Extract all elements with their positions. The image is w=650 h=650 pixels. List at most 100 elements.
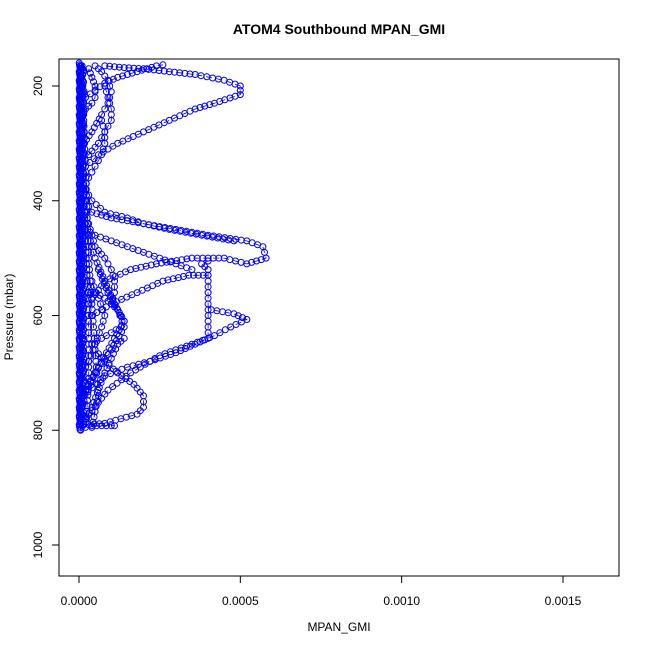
data-point (107, 422, 115, 430)
series-line (85, 260, 209, 420)
data-point (95, 420, 103, 428)
data-point (91, 340, 99, 348)
data-point (188, 266, 196, 274)
data-point (120, 64, 128, 72)
data-point (143, 65, 151, 73)
data-point (98, 134, 106, 142)
data-point (127, 266, 135, 274)
data-point (101, 254, 109, 262)
data-point (138, 66, 146, 74)
data-point (78, 369, 86, 377)
data-point (82, 94, 89, 101)
x-tick-label: 0.0005 (222, 594, 259, 608)
data-point (104, 386, 112, 394)
data-point (85, 421, 93, 428)
data-point (78, 111, 86, 119)
data-point (163, 258, 171, 266)
data-point (122, 372, 130, 380)
series-line (85, 235, 125, 391)
data-point (91, 82, 99, 90)
data-point (80, 392, 88, 400)
data-point (160, 224, 168, 232)
series-line (88, 292, 125, 345)
data-point (194, 271, 202, 279)
data-point (159, 277, 167, 285)
y-tick-label: 800 (31, 420, 45, 440)
data-point (101, 105, 109, 113)
data-point (204, 254, 212, 262)
data-point (204, 271, 212, 279)
data-point (230, 237, 238, 245)
data-point (109, 383, 117, 391)
data-point (145, 221, 153, 229)
data-point (128, 69, 136, 77)
data-point (237, 258, 245, 266)
data-point (88, 73, 96, 81)
data-point (92, 380, 100, 388)
data-point (152, 62, 160, 70)
data-point (107, 291, 115, 299)
data-point (220, 76, 228, 84)
series-line (81, 280, 106, 374)
data-point (101, 72, 109, 80)
data-point (120, 317, 128, 325)
x-tick-label: 0.0015 (545, 594, 582, 608)
data-point (169, 275, 177, 283)
data-point (113, 379, 121, 387)
data-point (92, 289, 100, 297)
data-point (159, 61, 167, 69)
data-point (180, 273, 187, 280)
data-point (188, 254, 196, 262)
data-point (86, 69, 94, 77)
data-point (94, 157, 102, 165)
data-point (104, 122, 112, 130)
data-point (191, 71, 199, 78)
data-point (216, 329, 224, 337)
data-point (226, 256, 234, 264)
data-point (196, 104, 204, 111)
plot-area (75, 59, 270, 434)
y-axis-label: Pressure (mbar) (2, 274, 16, 361)
data-point (87, 352, 95, 360)
data-point (105, 361, 113, 369)
data-point (90, 398, 98, 406)
data-point (90, 78, 97, 86)
data-point (97, 268, 105, 276)
data-point (114, 369, 122, 377)
x-axis-label: MPAN_GMI (307, 620, 370, 634)
data-point (90, 155, 98, 163)
data-point (88, 99, 96, 107)
data-point (77, 72, 85, 80)
data-point (239, 314, 246, 322)
data-point (181, 69, 189, 77)
data-point (199, 254, 207, 262)
data-point (118, 376, 126, 384)
data-point (183, 255, 191, 263)
data-point (215, 254, 223, 262)
data-point (243, 316, 251, 323)
series-line (85, 200, 267, 305)
data-point (236, 86, 244, 94)
series-line (88, 349, 144, 425)
data-point (82, 162, 89, 170)
data-point (186, 70, 194, 78)
chart-title: ATOM4 Southbound MPAN_GMI (233, 21, 445, 37)
data-point (98, 282, 106, 290)
data-point (104, 260, 112, 268)
data-point (160, 67, 168, 75)
data-point (118, 365, 126, 373)
y-tick-label: 400 (31, 190, 45, 210)
data-point (77, 83, 85, 91)
data-point (115, 63, 123, 71)
data-point (208, 233, 216, 241)
data-point (142, 262, 150, 270)
data-point (85, 65, 93, 73)
data-point (201, 102, 209, 110)
y-tick-label: 600 (31, 305, 45, 325)
series-line (83, 120, 106, 190)
data-point (147, 261, 155, 269)
data-point (236, 91, 244, 99)
data-point (193, 254, 201, 262)
series-line (79, 65, 83, 431)
